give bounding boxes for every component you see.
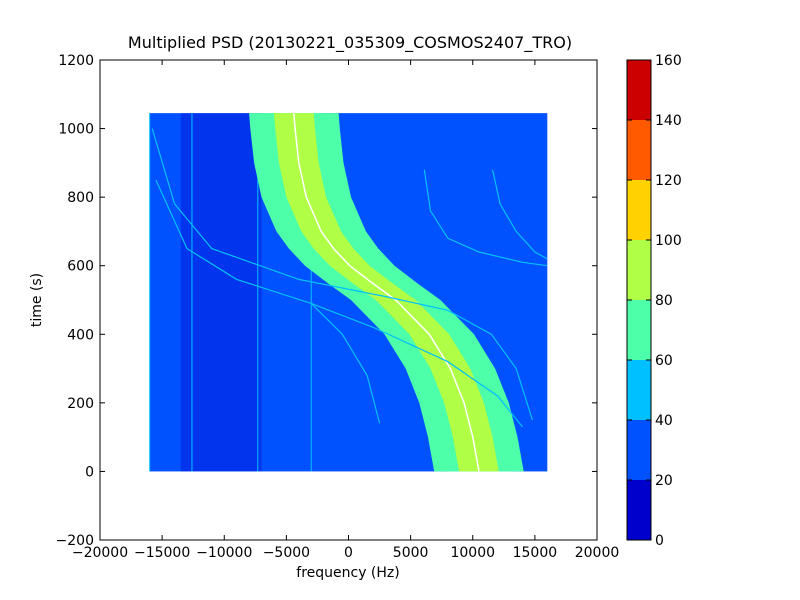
y-tick-label: 600: [67, 259, 94, 275]
main-track-center: [293, 113, 480, 472]
colorbar-tick-label: 100: [655, 233, 682, 249]
colorbar: 0 20 40 60 80 100 120 140 160: [626, 53, 682, 549]
x-axis-label: frequency (Hz): [296, 565, 399, 581]
chart-title: Multiplied PSD (20130221_035309_COSMOS24…: [128, 33, 572, 53]
colorbar-tick-label: 140: [655, 113, 682, 129]
colorbar-tick-label: 120: [655, 173, 682, 189]
x-tick-label: 5000: [393, 545, 429, 561]
y-tick-label: 800: [67, 190, 94, 206]
y-axis-ticks: −200 0 200 400 600 800 1000 1200: [56, 53, 597, 549]
minor-track: [151, 128, 533, 421]
colorbar-tick-label: 160: [655, 53, 682, 69]
y-tick-label: 400: [67, 327, 94, 343]
y-tick-label: 1200: [58, 53, 94, 69]
x-axis-ticks: −20000 −15000 −10000 −5000 0 5000 10000 15000 20…: [72, 60, 619, 561]
colorbar-band: [627, 120, 651, 180]
plot-area: −20000 −15000 −10000 −5000 0 5000 10000 15000 20…: [56, 53, 620, 561]
colorbar-band: [627, 180, 651, 240]
x-tick-label: −20000: [72, 545, 128, 561]
minor-track: [492, 169, 548, 260]
colorbar-tick-label: 40: [655, 413, 673, 429]
colorbar-band: [627, 300, 651, 360]
colorbar-tick-label: 80: [655, 293, 673, 309]
y-tick-label: 0: [85, 464, 94, 480]
main-track-band: [273, 113, 499, 472]
x-tick-label: 0: [344, 545, 353, 561]
x-tick-label: −10000: [196, 545, 252, 561]
colorbar-tick-label: 20: [655, 473, 673, 489]
colorbar-tick-label: 60: [655, 353, 673, 369]
colorbar-tick-label: 0: [655, 533, 664, 549]
colorbar-band: [627, 480, 651, 540]
x-tick-label: −15000: [134, 545, 190, 561]
colorbar-ticks: 0 20 40 60 80 100 120 140 160: [627, 53, 682, 549]
colorbar-bands: [627, 60, 651, 540]
colorbar-band: [627, 240, 651, 300]
x-tick-label: 20000: [575, 545, 620, 561]
colorbar-band: [627, 420, 651, 480]
noise-band: [180, 113, 262, 472]
minor-track: [310, 302, 381, 424]
y-tick-label: 200: [67, 396, 94, 412]
y-tick-label: 1000: [58, 122, 94, 138]
minor-track: [423, 169, 548, 267]
x-tick-label: 10000: [450, 545, 495, 561]
colorbar-band: [627, 60, 651, 120]
minor-track: [155, 179, 523, 428]
x-tick-label: 15000: [513, 545, 558, 561]
spectrogram-heatmap: [149, 113, 548, 472]
y-axis-label: time (s): [29, 273, 45, 327]
colorbar-band: [627, 360, 651, 420]
y-tick-label: −200: [56, 533, 94, 549]
x-tick-label: −5000: [263, 545, 310, 561]
